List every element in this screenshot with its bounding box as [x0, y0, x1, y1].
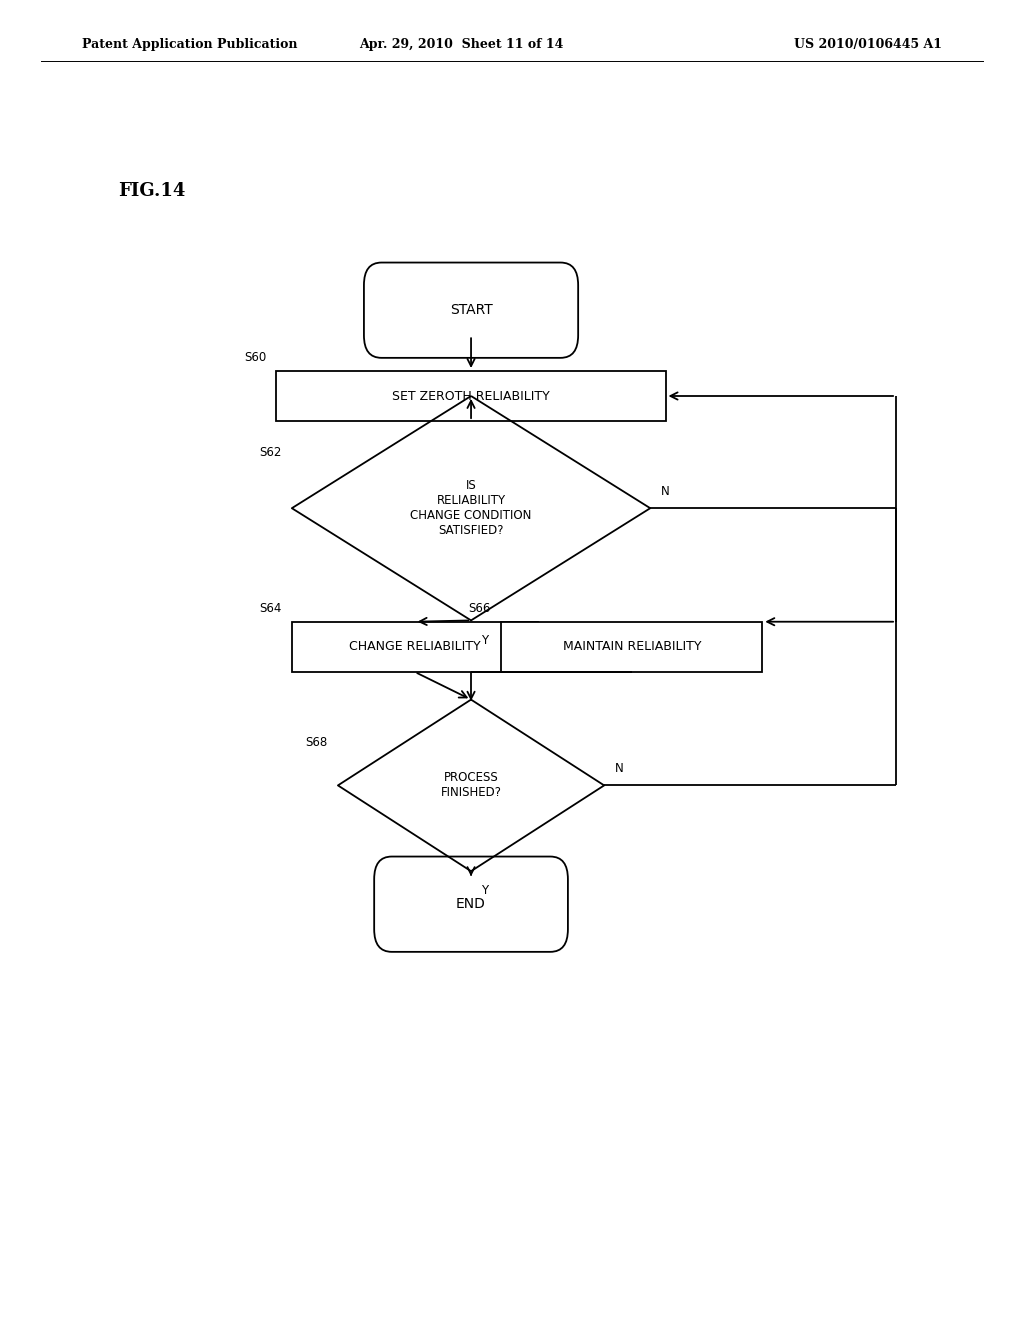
Bar: [276, 371, 666, 421]
Text: IS
RELIABILITY
CHANGE CONDITION
SATISFIED?: IS RELIABILITY CHANGE CONDITION SATISFIE…: [411, 479, 531, 537]
Text: S62: S62: [259, 446, 282, 458]
Text: S66: S66: [469, 602, 492, 615]
Text: Apr. 29, 2010  Sheet 11 of 14: Apr. 29, 2010 Sheet 11 of 14: [358, 38, 563, 51]
Text: END: END: [456, 898, 486, 911]
Text: Y: Y: [481, 634, 488, 647]
Text: CHANGE RELIABILITY: CHANGE RELIABILITY: [349, 640, 480, 653]
Text: MAINTAIN RELIABILITY: MAINTAIN RELIABILITY: [562, 640, 701, 653]
Text: S68: S68: [305, 737, 328, 748]
FancyBboxPatch shape: [364, 263, 579, 358]
Text: N: N: [614, 762, 624, 775]
Bar: [292, 622, 538, 672]
Text: N: N: [660, 484, 670, 498]
Text: US 2010/0106445 A1: US 2010/0106445 A1: [794, 38, 942, 51]
Text: PROCESS
FINISHED?: PROCESS FINISHED?: [440, 771, 502, 800]
Text: START: START: [450, 304, 493, 317]
Text: SET ZEROTH RELIABILITY: SET ZEROTH RELIABILITY: [392, 389, 550, 403]
Bar: [502, 622, 762, 672]
Text: Patent Application Publication: Patent Application Publication: [82, 38, 297, 51]
Text: S64: S64: [259, 602, 282, 615]
Text: S60: S60: [244, 351, 266, 364]
FancyBboxPatch shape: [374, 857, 568, 952]
Text: Y: Y: [481, 884, 488, 898]
Text: FIG.14: FIG.14: [118, 182, 185, 201]
